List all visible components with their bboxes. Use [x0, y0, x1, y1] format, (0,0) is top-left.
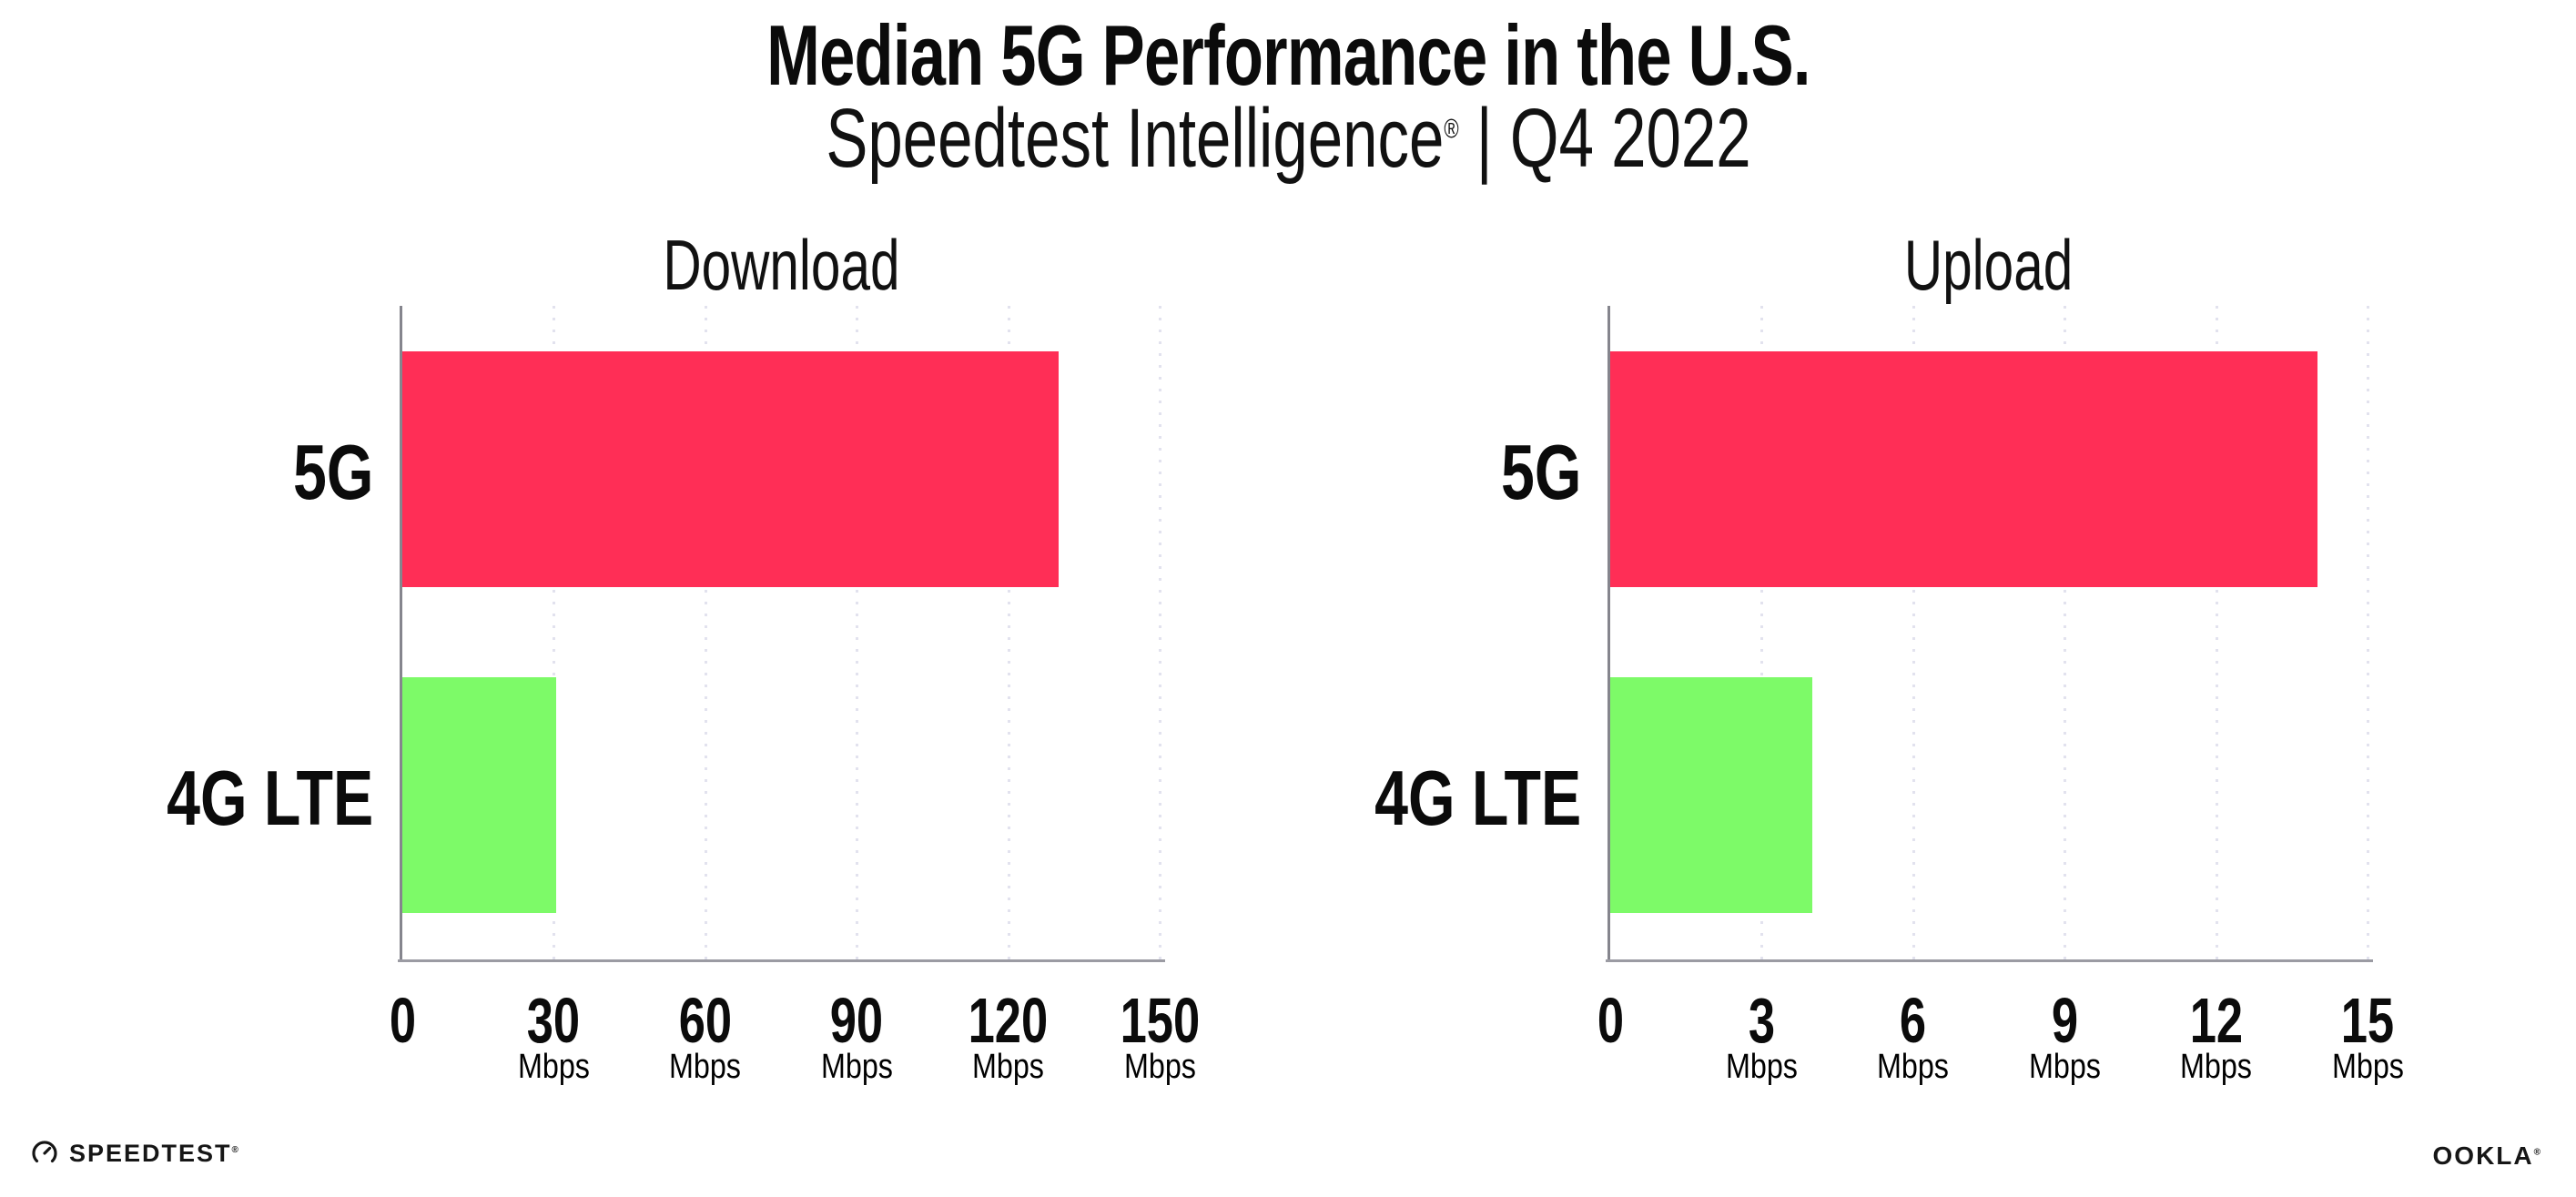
gridline-60-mbps	[704, 306, 707, 959]
x-tick-unit-upload-6: Mbps	[1877, 1048, 1950, 1086]
gridline-9-mbps	[2064, 306, 2067, 959]
ookla-registered-mark: ®	[2533, 1147, 2542, 1158]
x-tick-unit-download-120: Mbps	[972, 1048, 1045, 1086]
category-label-4g-lte: 4G LTE	[166, 756, 373, 842]
x-tick-label-upload-15: 15	[2340, 985, 2395, 1056]
bar-5g-download	[402, 351, 1060, 587]
registered-mark: ®	[1443, 114, 1459, 145]
x-tick-label-download-150: 150	[1120, 985, 1200, 1056]
bar-4g-lte-upload	[1610, 677, 1812, 913]
speedtest-registered-mark: ®	[231, 1144, 240, 1155]
x-tick-label-upload-0: 0	[1597, 985, 1624, 1056]
x-tick-label-upload-9: 9	[2051, 985, 2078, 1056]
x-tick-unit-upload-9: Mbps	[2028, 1048, 2101, 1086]
x-tick-unit-download-60: Mbps	[669, 1048, 742, 1086]
category-label-4g-lte: 4G LTE	[1374, 756, 1581, 842]
speedtest-logo: SPEEDTEST®	[31, 1140, 240, 1167]
x-tick-unit-upload-12: Mbps	[2180, 1048, 2253, 1086]
x-tick-unit-download-30: Mbps	[517, 1048, 590, 1086]
ookla-logo: OOKLA®	[2433, 1143, 2542, 1169]
x-tick-unit-download-90: Mbps	[820, 1048, 893, 1086]
gridline-150-mbps	[1159, 306, 1161, 959]
gridline-12-mbps	[2215, 306, 2218, 959]
download-chart-title: Download	[662, 225, 900, 305]
bar-5g-upload	[1610, 351, 2317, 587]
x-tick-label-download-120: 120	[968, 985, 1049, 1056]
upload-x-axis-line	[1606, 959, 2373, 962]
x-tick-label-upload-3: 3	[1748, 985, 1775, 1056]
x-tick-label-upload-6: 6	[1900, 985, 1927, 1056]
x-tick-unit-download-150: Mbps	[1123, 1048, 1196, 1086]
x-tick-label-upload-12: 12	[2189, 985, 2243, 1056]
gridline-90-mbps	[856, 306, 859, 959]
page-title: Median 5G Performance in the U.S.	[0, 13, 2576, 98]
speedtest-wordmark: SPEEDTEST®	[69, 1139, 240, 1167]
x-tick-label-download-90: 90	[829, 985, 884, 1056]
ookla-wordmark: OOKLA	[2432, 1141, 2534, 1170]
x-tick-label-download-0: 0	[389, 985, 416, 1056]
upload-y-axis-line	[1607, 306, 1610, 959]
page-subtitle-text: Speedtest Intelligence® | Q4 2022	[826, 96, 1750, 180]
speedtest-gauge-icon	[32, 1141, 57, 1163]
category-label-5g: 5G	[1500, 430, 1581, 516]
bar-4g-lte-download	[402, 677, 557, 913]
download-plot-area	[398, 306, 1165, 962]
page-title-text: Median 5G Performance in the U.S.	[766, 7, 1810, 103]
subtitle-period: | Q4 2022	[1458, 92, 1751, 185]
gridline-15-mbps	[2367, 306, 2369, 959]
download-x-axis-line	[398, 959, 1165, 962]
x-tick-unit-upload-15: Mbps	[2331, 1048, 2404, 1086]
page-subtitle: Speedtest Intelligence® | Q4 2022	[0, 96, 2576, 180]
gridline-6-mbps	[1912, 306, 1915, 959]
upload-plot-area	[1606, 306, 2373, 962]
gridline-3-mbps	[1760, 306, 1764, 959]
gridline-120-mbps	[1007, 306, 1010, 959]
category-label-5g: 5G	[292, 430, 373, 516]
gridline-30-mbps	[553, 306, 556, 959]
download-y-axis-line	[400, 306, 402, 959]
x-tick-unit-upload-3: Mbps	[1725, 1048, 1798, 1086]
subtitle-brand: Speedtest Intelligence	[825, 92, 1444, 185]
x-tick-label-download-30: 30	[527, 985, 581, 1056]
x-tick-label-download-60: 60	[678, 985, 732, 1056]
upload-chart-title: Upload	[1904, 225, 2074, 305]
